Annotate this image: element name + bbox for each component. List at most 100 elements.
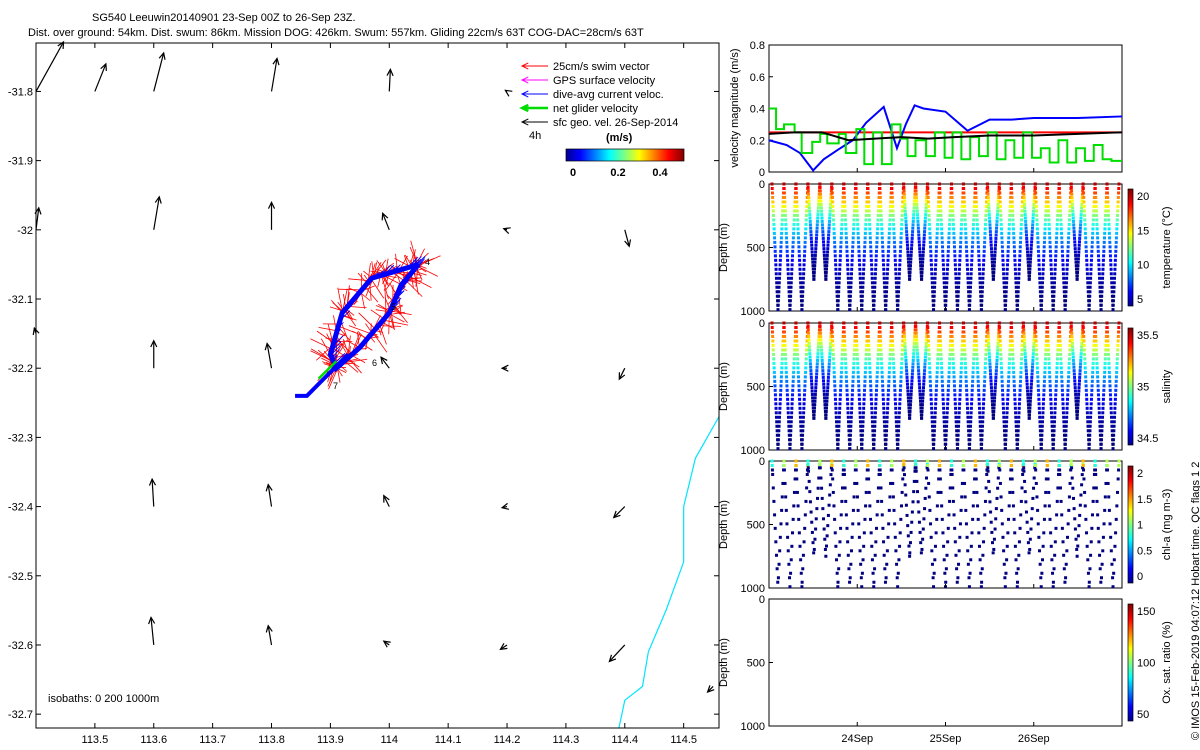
- chla-marker: [973, 459, 977, 463]
- current-vector: [415, 255, 426, 266]
- velocity-y-tick-label: 0.6: [750, 72, 765, 84]
- salinity-marker: [1067, 366, 1071, 370]
- salinity-marker: [1062, 429, 1066, 433]
- chla-marker: [1114, 531, 1118, 535]
- temperature-ylabel: Depth (m): [718, 223, 730, 272]
- salinity-marker: [1014, 415, 1018, 419]
- temperature-marker: [965, 263, 969, 267]
- sfc-geo-vector-head: [612, 510, 621, 519]
- chla-marker: [1087, 580, 1091, 584]
- chla-marker: [1111, 576, 1115, 580]
- salinity-marker: [902, 321, 906, 325]
- chla-marker: [812, 547, 816, 551]
- chla-marker: [862, 531, 866, 535]
- salinity-marker: [1108, 375, 1112, 379]
- temperature-marker: [1030, 240, 1034, 244]
- chla-marker: [830, 459, 834, 463]
- temperature-marker: [1040, 285, 1044, 289]
- salinity-marker: [1031, 362, 1035, 366]
- chla-marker: [819, 476, 823, 480]
- temperature-marker: [797, 249, 801, 253]
- track-label: 7: [333, 381, 338, 391]
- temperature-marker: [1021, 182, 1025, 186]
- salinity-marker: [779, 384, 783, 388]
- temperature-marker: [803, 236, 807, 240]
- salinity-marker: [924, 338, 928, 342]
- chla-marker: [874, 540, 878, 544]
- temperature-marker: [1047, 227, 1051, 231]
- temperature-marker: [805, 200, 809, 204]
- salinity-marker: [984, 343, 988, 347]
- salinity-marker: [1042, 384, 1046, 388]
- chla-marker: [1071, 486, 1075, 490]
- salinity-marker: [935, 366, 939, 370]
- chla-marker: [873, 567, 877, 571]
- temperature-marker: [939, 213, 943, 217]
- temperature-colorbar-tick: 20: [1137, 191, 1149, 203]
- chla-marker: [770, 463, 774, 467]
- chla-marker: [911, 500, 915, 504]
- salinity-marker: [1052, 424, 1056, 428]
- salinity-marker: [908, 406, 912, 410]
- salinity-marker: [927, 348, 931, 352]
- temperature-marker: [852, 218, 856, 222]
- temperature-marker: [1039, 308, 1043, 312]
- salinity-marker: [896, 447, 900, 451]
- temperature-marker: [972, 213, 976, 217]
- temperature-marker: [826, 247, 830, 251]
- salinity-marker: [1101, 415, 1105, 419]
- salinity-marker: [951, 352, 955, 356]
- salinity-marker: [999, 357, 1003, 361]
- salinity-marker: [817, 338, 821, 342]
- temperature-marker: [1016, 294, 1020, 298]
- temperature-marker: [1049, 263, 1053, 267]
- temperature-marker: [1052, 299, 1056, 303]
- chla-marker: [801, 567, 805, 571]
- temperature-marker: [804, 222, 808, 226]
- chla-marker: [1006, 531, 1010, 535]
- salinity-marker: [1058, 348, 1062, 352]
- salinity-marker: [918, 392, 922, 396]
- temperature-marker: [1038, 276, 1042, 280]
- temperature-marker: [870, 281, 874, 285]
- temperature-marker: [1067, 231, 1071, 235]
- chla-marker: [791, 517, 795, 521]
- temperature-marker: [942, 285, 946, 289]
- salinity-marker: [872, 438, 876, 442]
- salinity-marker: [1059, 352, 1063, 356]
- temperature-marker: [774, 276, 778, 280]
- current-vector: [411, 259, 419, 267]
- temperature-marker: [833, 254, 837, 258]
- salinity-marker: [934, 393, 938, 397]
- temperature-marker: [1086, 290, 1090, 294]
- temperature-marker: [887, 236, 891, 240]
- temperature-marker: [1090, 240, 1094, 244]
- temperature-marker: [1068, 209, 1072, 213]
- salinity-marker: [1042, 397, 1046, 401]
- chla-y-tick-label: 500: [747, 520, 765, 532]
- temperature-marker: [870, 267, 874, 271]
- chart-title: SG540 Leeuwin20140901 23-Sep 00Z to 26-S…: [92, 12, 356, 24]
- sfc-geo-vector-head: [148, 616, 156, 625]
- salinity-marker: [916, 355, 920, 359]
- chla-marker: [999, 495, 1003, 499]
- salinity-marker: [916, 365, 920, 369]
- salinity-marker: [778, 397, 782, 401]
- chla-marker: [900, 490, 904, 494]
- temperature-marker: [1019, 227, 1023, 231]
- salinity-marker: [793, 348, 797, 352]
- temperature-marker: [978, 272, 982, 276]
- salinity-marker: [951, 357, 955, 361]
- temperature-marker: [908, 270, 912, 274]
- temperature-marker: [813, 267, 817, 271]
- salinity-marker: [971, 366, 975, 370]
- temperature-marker: [928, 227, 932, 231]
- temperature-marker: [1038, 281, 1042, 285]
- temperature-marker: [978, 281, 982, 285]
- chla-marker: [959, 508, 963, 512]
- temperature-marker: [1114, 245, 1118, 249]
- temperature-marker: [825, 260, 829, 264]
- temperature-marker: [921, 250, 925, 254]
- temperature-marker: [1114, 236, 1118, 240]
- chla-marker: [958, 522, 962, 526]
